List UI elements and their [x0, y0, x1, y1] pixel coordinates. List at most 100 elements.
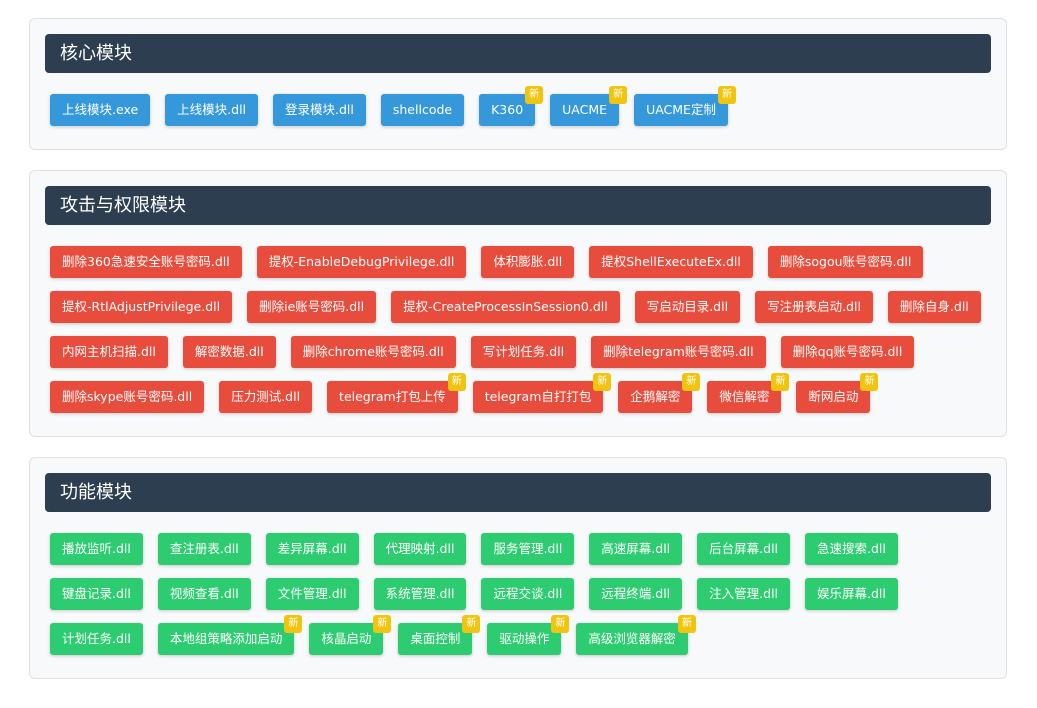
new-badge: 新 [771, 373, 790, 391]
module-button[interactable]: 文件管理.dll [265, 578, 359, 610]
module-button[interactable]: 提权-CreateProcessInSession0.dll [391, 291, 620, 323]
module-label: 删除chrome账号密码.dll [302, 344, 444, 359]
module-label: 提权-EnableDebugPrivilege.dll [268, 254, 455, 269]
module-label: 高速屏幕.dll [601, 541, 671, 556]
module-label: 文件管理.dll [277, 586, 347, 601]
module-button[interactable]: 上线模块.dll [165, 94, 259, 126]
core-modules-card: 核心模块 上线模块.exe 上线模块.dll 登录模块.dll shellcode K36… [29, 18, 1007, 150]
new-badge: 新 [593, 373, 612, 391]
module-label: 删除360急速安全账号密码.dll [62, 254, 230, 269]
module-button[interactable]: 服务管理.dll [481, 533, 575, 565]
section-title: 攻击与权限模块 [45, 186, 991, 225]
new-badge: 新 [677, 615, 696, 633]
module-label: 系统管理.dll [385, 586, 455, 601]
function-modules-card: 功能模块 播放监听.dll 查注册表.dll 差异屏幕.dll 代理映射.dll 服务管理… [29, 457, 1007, 679]
module-label: 后台屏幕.dll [709, 541, 779, 556]
module-button[interactable]: 登录模块.dll [273, 94, 366, 126]
module-button[interactable]: 提权-EnableDebugPrivilege.dll [256, 246, 467, 278]
module-label: 微信解密 [719, 389, 770, 404]
new-badge: 新 [551, 615, 570, 633]
module-button[interactable]: 断网启动新 [796, 373, 879, 413]
module-button[interactable]: 删除360急速安全账号密码.dll [50, 246, 242, 278]
module-button[interactable]: 高级浏览器解密新 [576, 615, 696, 655]
module-button[interactable]: 解密数据.dll [182, 336, 276, 368]
module-button[interactable]: K360 新 [479, 86, 544, 126]
module-button[interactable]: 桌面控制新 [398, 615, 481, 655]
new-badge: 新 [682, 373, 701, 391]
module-button[interactable]: 视频查看.dll [157, 578, 251, 610]
module-button[interactable]: 代理映射.dll [373, 533, 467, 565]
module-button[interactable]: 写注册表启动.dll [755, 291, 873, 323]
module-label: 娱乐屏幕.dll [817, 586, 886, 601]
module-label: 驱动操作 [499, 631, 550, 646]
module-label: 查注册表.dll [169, 541, 239, 556]
module-button[interactable]: 删除skype账号密码.dll [50, 381, 205, 413]
new-badge: 新 [860, 373, 879, 391]
module-label: 解密数据.dll [194, 344, 264, 359]
module-label: 计划任务.dll [62, 631, 131, 646]
module-button[interactable]: 删除自身.dll [887, 291, 981, 323]
module-button[interactable]: 播放监听.dll [50, 533, 143, 565]
module-button[interactable]: shellcode [380, 94, 465, 126]
module-button[interactable]: 键盘记录.dll [50, 578, 143, 610]
module-label: 上线模块.dll [177, 102, 247, 117]
module-label: 上线模块.exe [62, 102, 139, 117]
module-label: 服务管理.dll [493, 541, 563, 556]
module-button[interactable]: 高速屏幕.dll [589, 533, 683, 565]
module-label: 写启动目录.dll [646, 299, 729, 314]
module-label: 删除自身.dll [899, 299, 969, 314]
new-badge: 新 [447, 373, 466, 391]
module-label: telegram自打打包 [484, 389, 592, 404]
module-label: 内网主机扫描.dll [62, 344, 156, 359]
module-label: 断网启动 [808, 389, 859, 404]
module-button[interactable]: 删除ie账号密码.dll [247, 291, 377, 323]
module-button[interactable]: 提权ShellExecuteEx.dll [589, 246, 753, 278]
module-button[interactable]: UACME 新 [550, 86, 628, 126]
module-button[interactable]: UACME定制新 [634, 86, 736, 126]
module-label: shellcode [392, 102, 453, 117]
module-button[interactable]: 删除sogou账号密码.dll [767, 246, 924, 278]
module-button[interactable]: 本地组策略添加启动新 [157, 615, 303, 655]
module-label: 写计划任务.dll [482, 344, 565, 359]
module-label: 压力测试.dll [231, 389, 301, 404]
module-button[interactable]: 娱乐屏幕.dll [805, 578, 898, 610]
module-button-list: 播放监听.dll 查注册表.dll 差异屏幕.dll 代理映射.dll 服务管理.dll… [30, 512, 1006, 655]
new-badge: 新 [373, 615, 392, 633]
module-button[interactable]: 内网主机扫描.dll [50, 336, 168, 368]
module-button[interactable]: 删除qq账号密码.dll [780, 336, 915, 368]
new-badge: 新 [717, 86, 736, 104]
module-button[interactable]: 删除chrome账号密码.dll [290, 336, 456, 368]
module-button[interactable]: 提权-RtlAdjustPrivilege.dll [50, 291, 233, 323]
module-label: 企鹅解密 [630, 389, 681, 404]
module-label: 远程交谈.dll [493, 586, 563, 601]
module-button[interactable]: 远程交谈.dll [481, 578, 575, 610]
module-button[interactable]: 差异屏幕.dll [265, 533, 359, 565]
module-label: 删除sogou账号密码.dll [779, 254, 912, 269]
module-label: UACME [562, 102, 608, 117]
module-button[interactable]: 体积膨胀.dll [481, 246, 575, 278]
module-label: 登录模块.dll [285, 102, 354, 117]
module-label: 写注册表启动.dll [767, 299, 861, 314]
module-button[interactable]: 计划任务.dll [50, 623, 143, 655]
module-button[interactable]: 上线模块.exe [50, 94, 151, 126]
new-badge: 新 [462, 615, 481, 633]
module-button[interactable]: 注入管理.dll [697, 578, 791, 610]
module-label: 高级浏览器解密 [588, 631, 676, 646]
module-label: 删除skype账号密码.dll [62, 389, 193, 404]
module-button[interactable]: 查注册表.dll [157, 533, 251, 565]
module-button[interactable]: 写计划任务.dll [470, 336, 577, 368]
module-button[interactable]: telegram自打打包新 [472, 373, 612, 413]
module-button[interactable]: 远程终端.dll [589, 578, 683, 610]
module-label: 注入管理.dll [709, 586, 779, 601]
module-button[interactable]: 微信解密新 [707, 373, 790, 413]
module-button[interactable]: 系统管理.dll [373, 578, 467, 610]
module-button[interactable]: 企鹅解密新 [618, 373, 701, 413]
module-button[interactable]: 压力测试.dll [219, 381, 313, 413]
module-button[interactable]: 后台屏幕.dll [697, 533, 791, 565]
module-button[interactable]: 驱动操作新 [487, 615, 570, 655]
module-button[interactable]: 删除telegram账号密码.dll [591, 336, 766, 368]
module-button[interactable]: 急速搜索.dll [805, 533, 898, 565]
module-button[interactable]: telegram打包上传新 [327, 373, 466, 413]
module-button[interactable]: 核晶启动新 [309, 615, 392, 655]
module-button[interactable]: 写启动目录.dll [634, 291, 741, 323]
